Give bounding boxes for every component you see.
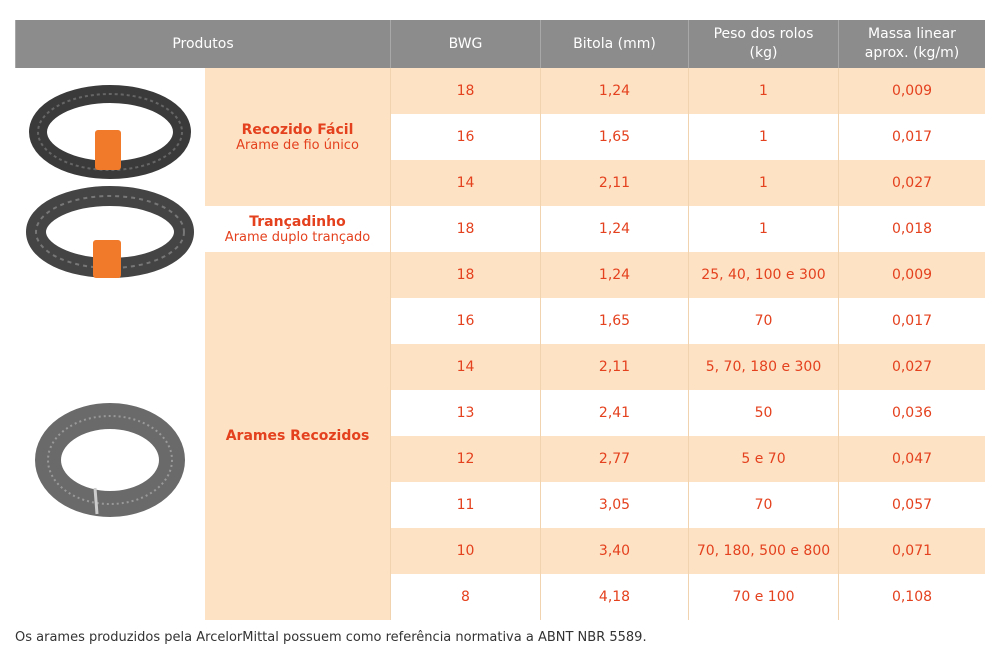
data-cell: 0,108 <box>838 574 985 620</box>
data-cell: 25, 40, 100 e 300 <box>688 252 838 298</box>
data-cell: 0,027 <box>838 344 985 390</box>
header-cell: Bitola (mm) <box>540 20 688 68</box>
header-cell: Massa linear aprox. (kg/m) <box>838 20 985 68</box>
data-cell: 16 <box>390 298 540 344</box>
data-cell: 14 <box>390 160 540 206</box>
data-cell: 0,036 <box>838 390 985 436</box>
data-cell: 8 <box>390 574 540 620</box>
data-cell: 1,24 <box>540 206 688 252</box>
data-cell: 12 <box>390 436 540 482</box>
data-cell: 13 <box>390 390 540 436</box>
data-cell: 1,65 <box>540 298 688 344</box>
data-cell: 1 <box>688 114 838 160</box>
data-cell: 3,40 <box>540 528 688 574</box>
product-name: Arames Recozidos <box>225 428 370 444</box>
product-images <box>26 85 194 517</box>
data-cell: 70 e 100 <box>688 574 838 620</box>
header-text: Produtos <box>172 35 234 52</box>
header-text: Peso dos rolos (kg) <box>713 26 814 61</box>
data-cell: 0,009 <box>838 252 985 298</box>
footnote: Os arames produzidos pela ArcelorMittal … <box>15 630 647 645</box>
data-cell: 1,24 <box>540 68 688 114</box>
data-cell: 16 <box>390 114 540 160</box>
data-cell: 0,047 <box>838 436 985 482</box>
data-cell: 0,017 <box>838 298 985 344</box>
data-cell: 50 <box>688 390 838 436</box>
product-name: Recozido Fácil <box>241 121 354 138</box>
data-cell: 0,027 <box>838 160 985 206</box>
header-text: BWG <box>448 35 483 52</box>
data-cell: 1 <box>688 160 838 206</box>
header-text: Massa linear aprox. (kg/m) <box>864 26 960 61</box>
header-cell: Peso dos rolos (kg) <box>688 20 838 68</box>
product-subtitle: Arame de fio único <box>236 137 359 153</box>
data-cell: 70, 180, 500 e 800 <box>688 528 838 574</box>
header-cell: BWG <box>390 20 540 68</box>
data-cell: 2,41 <box>540 390 688 436</box>
data-cell: 10 <box>390 528 540 574</box>
coil-image <box>26 186 194 278</box>
data-cell: 11 <box>390 482 540 528</box>
product-subtitle: Arame duplo trançado <box>224 229 371 245</box>
data-cell: 14 <box>390 344 540 390</box>
coil-image <box>35 403 185 517</box>
coil-image <box>29 85 191 179</box>
data-cell: 1,65 <box>540 114 688 160</box>
data-cell: 5 e 70 <box>688 436 838 482</box>
data-cell: 70 <box>688 482 838 528</box>
data-cell: 0,071 <box>838 528 985 574</box>
data-cell: 18 <box>390 68 540 114</box>
header-cell: Produtos <box>15 20 390 68</box>
data-cell: 3,05 <box>540 482 688 528</box>
data-cell: 4,18 <box>540 574 688 620</box>
data-cell: 2,11 <box>540 160 688 206</box>
data-cell: 1 <box>688 68 838 114</box>
data-cell: 0,009 <box>838 68 985 114</box>
data-cell: 0,057 <box>838 482 985 528</box>
data-cell: 0,017 <box>838 114 985 160</box>
product-name: Trançadinho <box>249 213 346 230</box>
data-cell: 5, 70, 180 e 300 <box>688 344 838 390</box>
product-cell: Recozido Fácil Arame de fio único <box>205 68 390 206</box>
data-cell: 1 <box>688 206 838 252</box>
product-cell: Trançadinho Arame duplo trançado <box>205 206 390 252</box>
data-cell: 18 <box>390 206 540 252</box>
header-text: Bitola (mm) <box>573 35 656 52</box>
data-cell: 2,11 <box>540 344 688 390</box>
data-cell: 1,24 <box>540 252 688 298</box>
data-cell: 0,018 <box>838 206 985 252</box>
product-cell: Arames Recozidos <box>205 252 390 620</box>
data-cell: 18 <box>390 252 540 298</box>
data-cell: 2,77 <box>540 436 688 482</box>
data-cell: 70 <box>688 298 838 344</box>
